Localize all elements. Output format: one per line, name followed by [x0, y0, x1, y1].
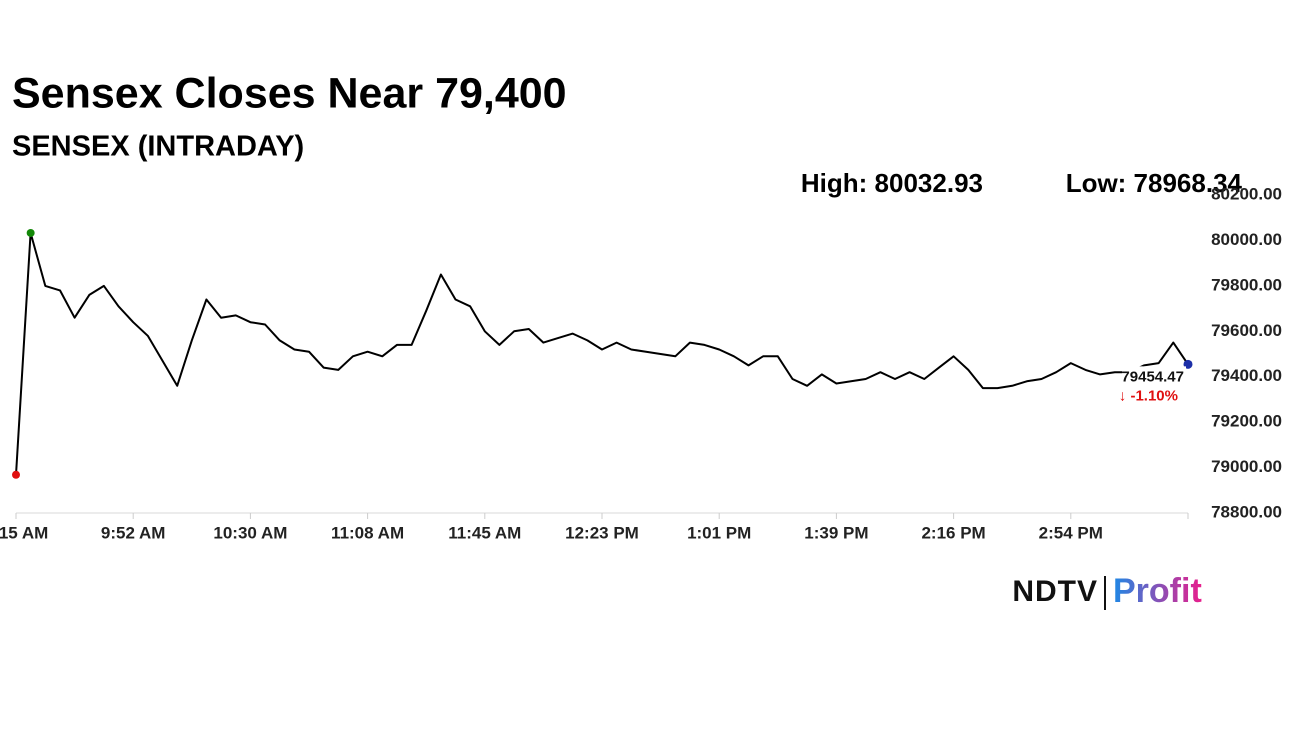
x-tick-label: 1:01 PM [687, 523, 751, 542]
x-tick-label: 11:45 AM [448, 523, 521, 542]
y-tick-label: 79400.00 [1211, 366, 1282, 385]
change-label: ↓ -1.10% [1119, 387, 1178, 404]
last-label-bg [1122, 366, 1186, 401]
y-tick-label: 79600.00 [1211, 321, 1282, 340]
y-tick-label: 79800.00 [1211, 275, 1282, 294]
x-tick-label: 11:08 AM [331, 523, 404, 542]
price-line [15, 231, 1189, 475]
high-marker [26, 228, 35, 237]
low-marker [12, 470, 20, 479]
last-value-label: 79454.47 [1121, 368, 1184, 385]
brand-product: Profit [1113, 572, 1202, 610]
high-label: High: 80032.93 [801, 168, 983, 198]
chart-subtitle: SENSEX (INTRADAY) [12, 131, 304, 163]
x-tick-label: 2:16 PM [921, 523, 985, 542]
brand-name: NDTV [1012, 575, 1098, 608]
y-tick-label: 80200.00 [1211, 184, 1282, 203]
x-tick-label: 9:52 AM [101, 523, 166, 542]
y-tick-label: 79200.00 [1211, 412, 1282, 431]
y-tick-label: 80000.00 [1211, 230, 1282, 249]
x-tick-label: 10:30 AM [213, 523, 287, 542]
x-tick-label: 2:54 PM [1039, 523, 1103, 542]
x-tick-label: 1:39 PM [804, 523, 868, 542]
low-label: Low: 78968.34 [1066, 168, 1243, 198]
x-tick-label: 12:23 PM [565, 523, 639, 542]
y-tick-label: 78800.00 [1211, 502, 1282, 521]
x-tick-label: 9:15 AM [0, 523, 48, 542]
chart-title: Sensex Closes Near 79,400 [12, 69, 567, 117]
y-tick-label: 79000.00 [1211, 457, 1282, 476]
